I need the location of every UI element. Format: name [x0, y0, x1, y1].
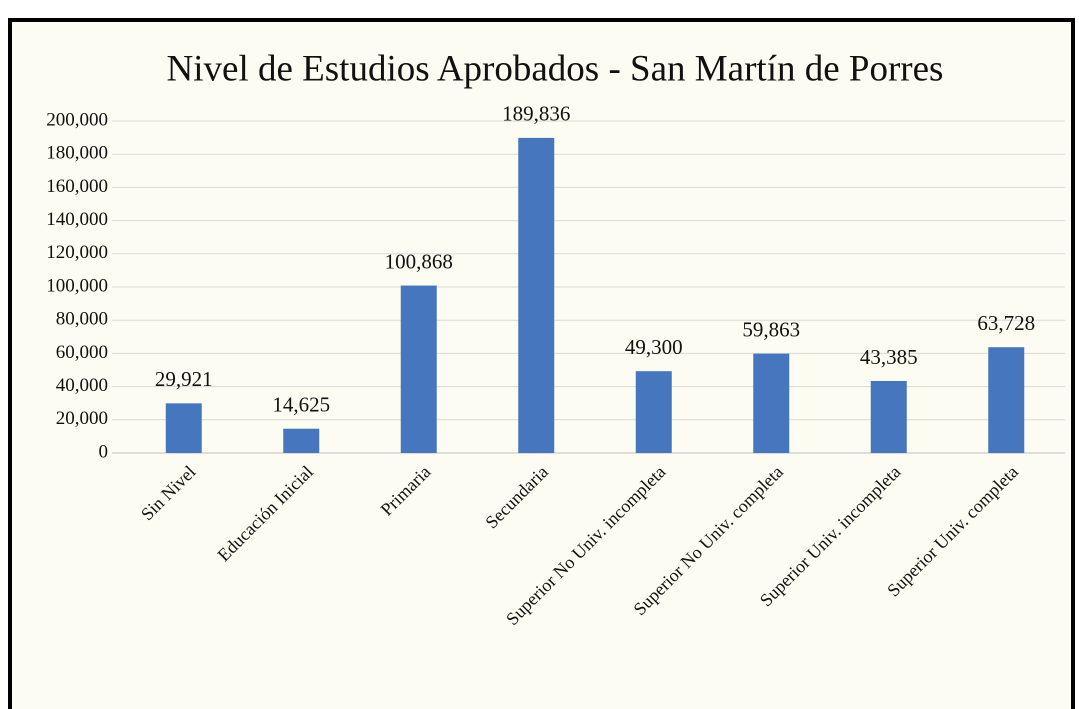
bar	[283, 428, 320, 453]
y-tick-label: 20,000	[56, 408, 108, 429]
y-tick-label: 140,000	[46, 209, 108, 230]
data-label: 59,863	[742, 317, 800, 341]
data-label: 14,625	[272, 393, 330, 417]
chart-title: Nivel de Estudios Aprobados - San Martín…	[167, 48, 944, 89]
bar	[400, 285, 437, 453]
y-tick-label: 160,000	[46, 176, 108, 197]
y-tick-label: 180,000	[46, 143, 108, 164]
bar	[165, 403, 202, 453]
data-label: 189,836	[502, 102, 570, 126]
bar	[753, 353, 790, 453]
y-tick-label: 40,000	[56, 375, 108, 396]
y-tick-label: 80,000	[56, 309, 108, 330]
y-tick-label: 200,000	[46, 109, 108, 130]
data-label: 29,921	[155, 367, 213, 391]
data-label: 100,868	[385, 249, 453, 273]
bar	[518, 137, 555, 453]
data-label: 63,728	[977, 311, 1035, 335]
y-tick-label: 100,000	[46, 275, 108, 296]
bar	[988, 347, 1025, 453]
y-tick-label: 0	[99, 441, 109, 462]
y-tick-label: 60,000	[56, 342, 108, 363]
data-label: 43,385	[860, 345, 918, 369]
bar	[635, 371, 672, 453]
data-label: 49,300	[625, 335, 683, 359]
y-tick-label: 120,000	[46, 242, 108, 263]
bar	[870, 380, 907, 453]
